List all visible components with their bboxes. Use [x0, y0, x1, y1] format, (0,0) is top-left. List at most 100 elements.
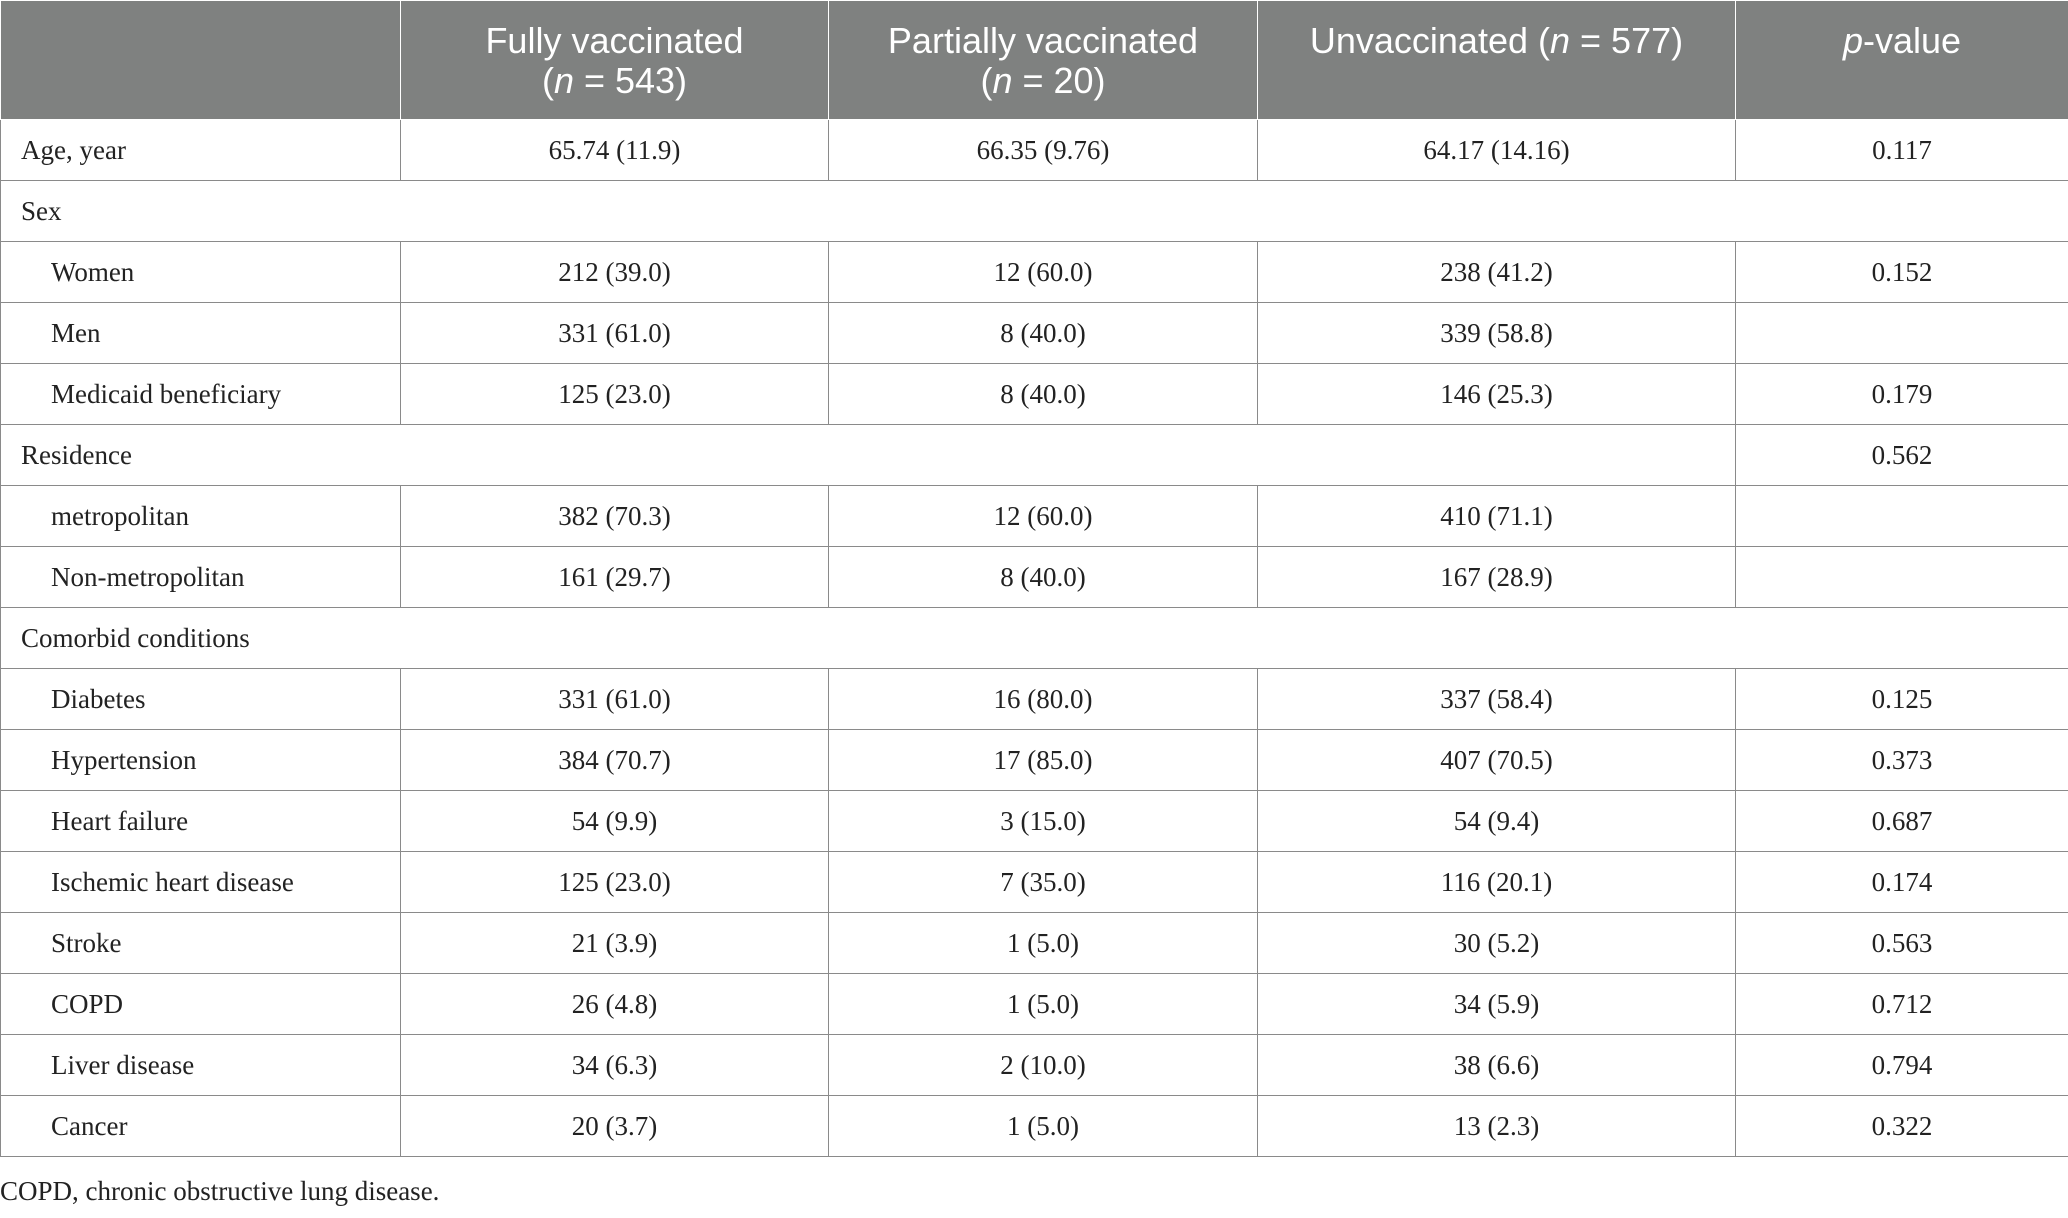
header-fully-vaccinated-n: (n = 543) [541, 60, 688, 101]
row-label-cell: metropolitan [0, 485, 401, 547]
row-label-cell: Hypertension [0, 729, 401, 791]
partially-vaccinated-cell: 3 (15.0) [828, 790, 1258, 852]
table-header: Fully vaccinated (n = 543) Partially vac… [0, 0, 2068, 120]
header-row: Fully vaccinated (n = 543) Partially vac… [0, 0, 2068, 120]
unvaccinated-cell: 30 (5.2) [1257, 912, 1736, 974]
row-label-cell: Cancer [0, 1095, 401, 1157]
p-value-cell: 0.712 [1735, 973, 2068, 1035]
p-value-cell: 0.562 [1735, 424, 2068, 486]
p-value-cell [1735, 546, 2068, 608]
table-row: Age, year 65.74 (11.9) 66.35 (9.76) 64.17 (… [0, 119, 2068, 181]
table-body: Age, year 65.74 (11.9) 66.35 (9.76) 64.17 (… [0, 119, 2068, 1157]
vaccination-characteristics-table: Fully vaccinated (n = 543) Partially vac… [0, 0, 2068, 1157]
row-label-cell: Women [0, 241, 401, 303]
row-label-cell: Diabetes [0, 668, 401, 730]
row-label-cell: Age, year [0, 119, 401, 181]
partially-vaccinated-cell: 8 (40.0) [828, 302, 1258, 364]
table-row: Hypertension 384 (70.7) 17 (85.0) 407 (70.5… [0, 729, 2068, 791]
partially-vaccinated-cell: 2 (10.0) [828, 1034, 1258, 1096]
fully-vaccinated-cell: 384 (70.7) [400, 729, 829, 791]
unvaccinated-cell: 146 (25.3) [1257, 363, 1736, 425]
fully-vaccinated-cell: 20 (3.7) [400, 1095, 829, 1157]
row-label-cell: Heart failure [0, 790, 401, 852]
unvaccinated-cell: 13 (2.3) [1257, 1095, 1736, 1157]
vaccination-table-container: Fully vaccinated (n = 543) Partially vac… [0, 0, 2068, 1157]
p-value-cell: 0.373 [1735, 729, 2068, 791]
partially-vaccinated-cell: 66.35 (9.76) [828, 119, 1258, 181]
table-row: Sex [0, 180, 2068, 242]
unvaccinated-cell: 337 (58.4) [1257, 668, 1736, 730]
p-value-cell: 0.179 [1735, 363, 2068, 425]
unvaccinated-cell: 54 (9.4) [1257, 790, 1736, 852]
table-row: COPD 26 (4.8) 1 (5.0) 34 (5.9) 0.712 [0, 973, 2068, 1035]
fully-vaccinated-cell: 382 (70.3) [400, 485, 829, 547]
fully-vaccinated-cell: 21 (3.9) [400, 912, 829, 974]
row-label-cell: Medicaid beneficiary [0, 363, 401, 425]
table-row: Non-metropolitan 161 (29.7) 8 (40.0) 167 (2… [0, 546, 2068, 608]
table-row: Liver disease 34 (6.3) 2 (10.0) 38 (6.6) 0.7… [0, 1034, 2068, 1096]
header-unvaccinated: Unvaccinated (n = 577) [1257, 0, 1736, 120]
table-row: Women 212 (39.0) 12 (60.0) 238 (41.2) 0.152 [0, 241, 2068, 303]
fully-vaccinated-cell: 125 (23.0) [400, 363, 829, 425]
row-label-cell: Non-metropolitan [0, 546, 401, 608]
row-label-cell: Men [0, 302, 401, 364]
partially-vaccinated-cell: 12 (60.0) [828, 485, 1258, 547]
row-label-cell: Ischemic heart disease [0, 851, 401, 913]
table-row: Residence 0.562 [0, 424, 2068, 486]
table-row: Diabetes 331 (61.0) 16 (80.0) 337 (58.4) 0.1… [0, 668, 2068, 730]
unvaccinated-cell: 238 (41.2) [1257, 241, 1736, 303]
table-row: Heart failure 54 (9.9) 3 (15.0) 54 (9.4) 0.6… [0, 790, 2068, 852]
header-fully-vaccinated-title: Fully vaccinated [485, 20, 744, 61]
row-label-cell: COPD [0, 973, 401, 1035]
fully-vaccinated-cell: 65.74 (11.9) [400, 119, 829, 181]
table-row: Comorbid conditions [0, 607, 2068, 669]
p-value-cell [1735, 485, 2068, 547]
unvaccinated-cell: 167 (28.9) [1257, 546, 1736, 608]
partially-vaccinated-cell: 1 (5.0) [828, 912, 1258, 974]
section-label: Sex [0, 180, 2068, 242]
row-label-cell: Liver disease [0, 1034, 401, 1096]
fully-vaccinated-cell: 212 (39.0) [400, 241, 829, 303]
section-label: Residence [0, 424, 1736, 486]
fully-vaccinated-cell: 331 (61.0) [400, 668, 829, 730]
section-label: Comorbid conditions [0, 607, 2068, 669]
unvaccinated-cell: 410 (71.1) [1257, 485, 1736, 547]
fully-vaccinated-cell: 54 (9.9) [400, 790, 829, 852]
table-row: metropolitan 382 (70.3) 12 (60.0) 410 (71.1… [0, 485, 2068, 547]
partially-vaccinated-cell: 8 (40.0) [828, 546, 1258, 608]
fully-vaccinated-cell: 331 (61.0) [400, 302, 829, 364]
table-row: Cancer 20 (3.7) 1 (5.0) 13 (2.3) 0.322 [0, 1095, 2068, 1157]
partially-vaccinated-cell: 17 (85.0) [828, 729, 1258, 791]
header-fully-vaccinated: Fully vaccinated (n = 543) [400, 0, 829, 120]
row-label-cell: Stroke [0, 912, 401, 974]
unvaccinated-cell: 339 (58.8) [1257, 302, 1736, 364]
header-partially-vaccinated-title: Partially vaccinated [887, 20, 1199, 61]
p-value-cell: 0.152 [1735, 241, 2068, 303]
unvaccinated-cell: 407 (70.5) [1257, 729, 1736, 791]
p-value-cell: 0.794 [1735, 1034, 2068, 1096]
fully-vaccinated-cell: 26 (4.8) [400, 973, 829, 1035]
p-value-cell: 0.322 [1735, 1095, 2068, 1157]
partially-vaccinated-cell: 16 (80.0) [828, 668, 1258, 730]
header-partially-vaccinated-n: (n = 20) [980, 60, 1106, 101]
header-unvaccinated-title: Unvaccinated (n = 577) [1309, 20, 1684, 61]
table-row: Stroke 21 (3.9) 1 (5.0) 30 (5.2) 0.563 [0, 912, 2068, 974]
p-value-cell: 0.117 [1735, 119, 2068, 181]
partially-vaccinated-cell: 8 (40.0) [828, 363, 1258, 425]
partially-vaccinated-cell: 12 (60.0) [828, 241, 1258, 303]
fully-vaccinated-cell: 161 (29.7) [400, 546, 829, 608]
p-value-cell: 0.687 [1735, 790, 2068, 852]
header-p-value: p-value [1735, 0, 2068, 120]
fully-vaccinated-cell: 34 (6.3) [400, 1034, 829, 1096]
table-row: Medicaid beneficiary 125 (23.0) 8 (40.0) 14… [0, 363, 2068, 425]
table-row: Men 331 (61.0) 8 (40.0) 339 (58.8) [0, 302, 2068, 364]
table-row: Ischemic heart disease 125 (23.0) 7 (35.0)… [0, 851, 2068, 913]
unvaccinated-cell: 34 (5.9) [1257, 973, 1736, 1035]
partially-vaccinated-cell: 1 (5.0) [828, 973, 1258, 1035]
header-empty-cell [0, 0, 401, 120]
p-value-cell [1735, 302, 2068, 364]
p-value-cell: 0.174 [1735, 851, 2068, 913]
unvaccinated-cell: 116 (20.1) [1257, 851, 1736, 913]
p-value-cell: 0.563 [1735, 912, 2068, 974]
partially-vaccinated-cell: 1 (5.0) [828, 1095, 1258, 1157]
